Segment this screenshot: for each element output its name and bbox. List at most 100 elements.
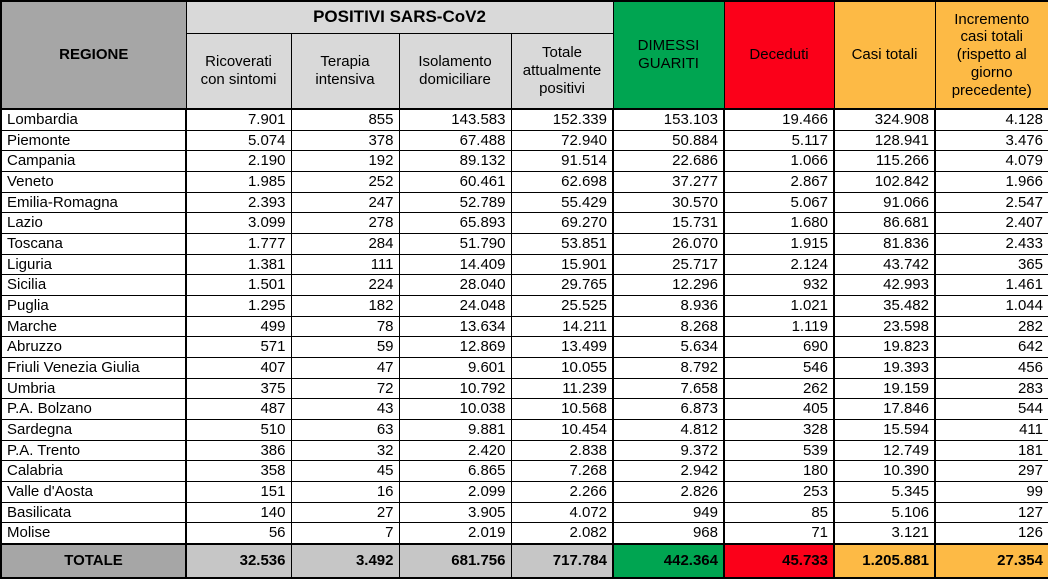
incremento-cell: 127: [934, 501, 1048, 524]
dimessi-guariti-cell: 5.634: [612, 336, 725, 358]
table-footer: TOTALE 32.536 3.492 681.756 717.784 442.…: [0, 543, 1048, 579]
region-name-cell: Emilia-Romagna: [0, 191, 187, 214]
casi-totali-cell: 12.749: [833, 439, 936, 462]
deceduti-cell: 690: [723, 336, 835, 358]
terapia-intensiva-cell: 855: [290, 108, 400, 131]
region-name-cell: Lazio: [0, 212, 187, 234]
deceduti-cell: 253: [723, 480, 835, 503]
total-incremento-cell: 27.354: [934, 543, 1048, 579]
table-row: Sicilia 1.501 224 28.040 29.765 12.296 932 42.9…: [0, 274, 1048, 296]
totale-positivi-cell: 10.454: [510, 418, 614, 441]
table-row: Piemonte 5.074 378 67.488 72.940 50.884 5.117 1…: [0, 129, 1048, 152]
totale-positivi-cell: 10.568: [510, 398, 614, 420]
dimessi-guariti-cell: 8.936: [612, 294, 725, 317]
table-row: Marche 499 78 13.634 14.211 8.268 1.119 23.598 2…: [0, 315, 1048, 338]
ricoverati-cell: 510: [185, 418, 292, 441]
isolamento-cell: 3.905: [398, 501, 512, 524]
isolamento-cell: 51.790: [398, 232, 512, 255]
dimessi-guariti-cell: 26.070: [612, 232, 725, 255]
casi-totali-cell: 5.106: [833, 501, 936, 524]
region-name-cell: Marche: [0, 315, 187, 338]
casi-totali-cell: 35.482: [833, 294, 936, 317]
table-row: Lazio 3.099 278 65.893 69.270 15.731 1.680 86.6…: [0, 212, 1048, 234]
table-row: Campania 2.190 192 89.132 91.514 22.686 1.066 1…: [0, 150, 1048, 173]
casi-totali-cell: 10.390: [833, 460, 936, 482]
totale-positivi-cell: 72.940: [510, 129, 614, 152]
incremento-cell: 4.079: [934, 150, 1048, 173]
isolamento-cell: 12.869: [398, 336, 512, 358]
terapia-intensiva-cell: 247: [290, 191, 400, 214]
dimessi-guariti-header: DIMESSI GUARITI: [612, 0, 725, 110]
table-row: Molise 56 7 2.019 2.082 968 71 3.121 126: [0, 522, 1048, 545]
isolamento-cell: 10.792: [398, 377, 512, 400]
ricoverati-cell: 1.381: [185, 253, 292, 276]
incremento-cell: 365: [934, 253, 1048, 276]
table-row: Puglia 1.295 182 24.048 25.525 8.936 1.021 35.4…: [0, 294, 1048, 317]
isolamento-cell: 9.601: [398, 356, 512, 379]
isolamento-cell: 89.132: [398, 150, 512, 173]
total-isolamento-cell: 681.756: [398, 543, 512, 579]
isolamento-cell: 14.409: [398, 253, 512, 276]
isolamento-cell: 13.634: [398, 315, 512, 338]
totale-positivi-cell: 152.339: [510, 108, 614, 131]
terapia-intensiva-cell: 16: [290, 480, 400, 503]
deceduti-cell: 180: [723, 460, 835, 482]
region-name-cell: Lombardia: [0, 108, 187, 131]
region-name-cell: Sardegna: [0, 418, 187, 441]
terapia-intensiva-cell: 182: [290, 294, 400, 317]
deceduti-cell: 71: [723, 522, 835, 545]
terapia-intensiva-cell: 278: [290, 212, 400, 234]
table-row: Veneto 1.985 252 60.461 62.698 37.277 2.867 102…: [0, 171, 1048, 193]
terapia-intensiva-cell: 378: [290, 129, 400, 152]
total-deceduti-cell: 45.733: [723, 543, 835, 579]
ricoverati-cell: 2.190: [185, 150, 292, 173]
dimessi-guariti-cell: 22.686: [612, 150, 725, 173]
incremento-cell: 2.547: [934, 191, 1048, 214]
ricoverati-cell: 386: [185, 439, 292, 462]
incremento-cell: 456: [934, 356, 1048, 379]
deceduti-cell: 328: [723, 418, 835, 441]
incremento-cell: 297: [934, 460, 1048, 482]
isolamento-cell: 52.789: [398, 191, 512, 214]
table-row: Basilicata 140 27 3.905 4.072 949 85 5.106 127: [0, 501, 1048, 524]
total-positivi-cell: 717.784: [510, 543, 614, 579]
totale-positivi-cell: 29.765: [510, 274, 614, 296]
casi-totali-cell: 43.742: [833, 253, 936, 276]
totale-positivi-cell: 91.514: [510, 150, 614, 173]
total-label-cell: TOTALE: [0, 543, 187, 579]
ricoverati-header: Ricoverati con sintomi: [185, 32, 292, 110]
totale-positivi-cell: 2.266: [510, 480, 614, 503]
region-name-cell: Calabria: [0, 460, 187, 482]
table-row: Toscana 1.777 284 51.790 53.851 26.070 1.915 81…: [0, 232, 1048, 255]
terapia-intensiva-cell: 111: [290, 253, 400, 276]
table-row: Abruzzo 571 59 12.869 13.499 5.634 690 19.823 64…: [0, 336, 1048, 358]
casi-totali-cell: 5.345: [833, 480, 936, 503]
deceduti-cell: 932: [723, 274, 835, 296]
region-name-cell: P.A. Bolzano: [0, 398, 187, 420]
region-name-cell: P.A. Trento: [0, 439, 187, 462]
table-row: Umbria 375 72 10.792 11.239 7.658 262 19.159 283: [0, 377, 1048, 400]
deceduti-cell: 19.466: [723, 108, 835, 131]
region-name-cell: Sicilia: [0, 274, 187, 296]
ricoverati-cell: 1.295: [185, 294, 292, 317]
terapia-intensiva-cell: 252: [290, 171, 400, 193]
ricoverati-cell: 375: [185, 377, 292, 400]
table-row: Calabria 358 45 6.865 7.268 2.942 180 10.390 297: [0, 460, 1048, 482]
dimessi-guariti-cell: 2.826: [612, 480, 725, 503]
dimessi-guariti-cell: 968: [612, 522, 725, 545]
deceduti-header: Deceduti: [723, 0, 835, 110]
isolamento-cell: 9.881: [398, 418, 512, 441]
region-name-cell: Toscana: [0, 232, 187, 255]
totale-positivi-cell: 11.239: [510, 377, 614, 400]
dimessi-guariti-cell: 25.717: [612, 253, 725, 276]
region-name-cell: Abruzzo: [0, 336, 187, 358]
isolamento-cell: 2.420: [398, 439, 512, 462]
totale-positivi-cell: 53.851: [510, 232, 614, 255]
incremento-cell: 181: [934, 439, 1048, 462]
region-name-cell: Friuli Venezia Giulia: [0, 356, 187, 379]
terapia-intensiva-header: Terapia intensiva: [290, 32, 400, 110]
incremento-cell: 642: [934, 336, 1048, 358]
incremento-cell: 1.461: [934, 274, 1048, 296]
casi-totali-cell: 19.159: [833, 377, 936, 400]
terapia-intensiva-cell: 192: [290, 150, 400, 173]
